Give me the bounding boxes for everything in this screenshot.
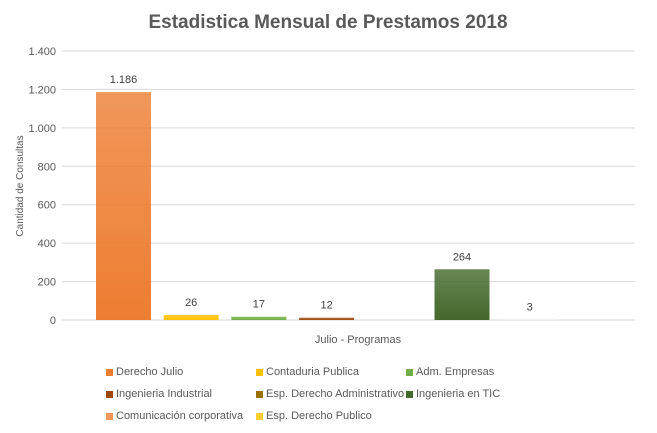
legend-swatch-icon — [256, 390, 263, 398]
legend-swatch-icon — [256, 412, 263, 420]
bar-comunicaci-n-corporativa — [502, 318, 558, 320]
legend-item: Comunicación corporativa — [106, 410, 243, 422]
legend-swatch-icon — [106, 368, 113, 376]
legend-label: Ingenieria Industrial — [116, 388, 213, 400]
legend-swatch-icon — [256, 368, 263, 376]
y-tick-label: 0 — [50, 315, 56, 327]
legend-swatch-icon — [406, 368, 413, 376]
bar-adm-empresas — [231, 316, 287, 320]
y-axis-ticks: 0 200 400 600 800 1.000 1.200 1.400 — [28, 46, 56, 327]
legend-swatch-icon — [106, 412, 113, 420]
y-tick-label: 600 — [38, 200, 56, 212]
legend-swatch-icon — [106, 390, 113, 398]
data-label: 17 — [253, 299, 265, 311]
legend-item: Esp. Derecho Administrativo — [256, 388, 404, 400]
legend-item: Ingenieria Industrial — [106, 388, 212, 400]
legend-item: Derecho Julio — [106, 366, 183, 378]
legend-label: Ingenieria en TIC — [416, 388, 501, 400]
y-tick-label: 1.000 — [28, 123, 56, 135]
y-tick-label: 1.400 — [28, 46, 56, 58]
data-label: 26 — [185, 297, 197, 309]
data-label: 3 — [527, 301, 533, 313]
legend-label: Derecho Julio — [116, 366, 184, 378]
legend-label: Contaduria Publica — [266, 366, 359, 378]
x-axis-label: Julio - Programas — [315, 334, 402, 346]
bar-ingenieria-en-tic — [434, 269, 490, 320]
y-tick-label: 400 — [38, 238, 56, 250]
bar-ingenieria-industrial — [299, 317, 355, 320]
bars — [96, 92, 558, 321]
data-label: 1.186 — [110, 74, 138, 86]
bar-contaduria-publica — [163, 315, 219, 320]
legend-label: Adm. Empresas — [416, 366, 495, 378]
legend-item: Adm. Empresas — [406, 366, 494, 378]
legend-item: Ingenieria en TIC — [406, 388, 500, 400]
legend-label: Esp. Derecho Administrativo — [266, 388, 405, 400]
legend-item: Esp. Derecho Publico — [256, 410, 372, 422]
data-label: 264 — [453, 251, 471, 263]
data-labels: 1.186 26 17 12 264 3 — [110, 74, 533, 313]
y-tick-label: 800 — [38, 161, 56, 173]
data-label: 12 — [320, 300, 332, 312]
y-tick-label: 1.200 — [28, 84, 56, 96]
legend-label: Esp. Derecho Publico — [266, 410, 372, 422]
y-axis-label: Cantidad de Consultas — [15, 135, 26, 236]
chart-title: Estadistica Mensual de Prestamos 2018 — [148, 12, 507, 33]
bar-derecho-julio — [96, 92, 151, 321]
legend-label: Comunicación corporativa — [116, 410, 244, 422]
y-tick-label: 200 — [38, 277, 56, 289]
legend-swatch-icon — [406, 390, 413, 398]
legend-item: Contaduria Publica — [256, 366, 359, 378]
